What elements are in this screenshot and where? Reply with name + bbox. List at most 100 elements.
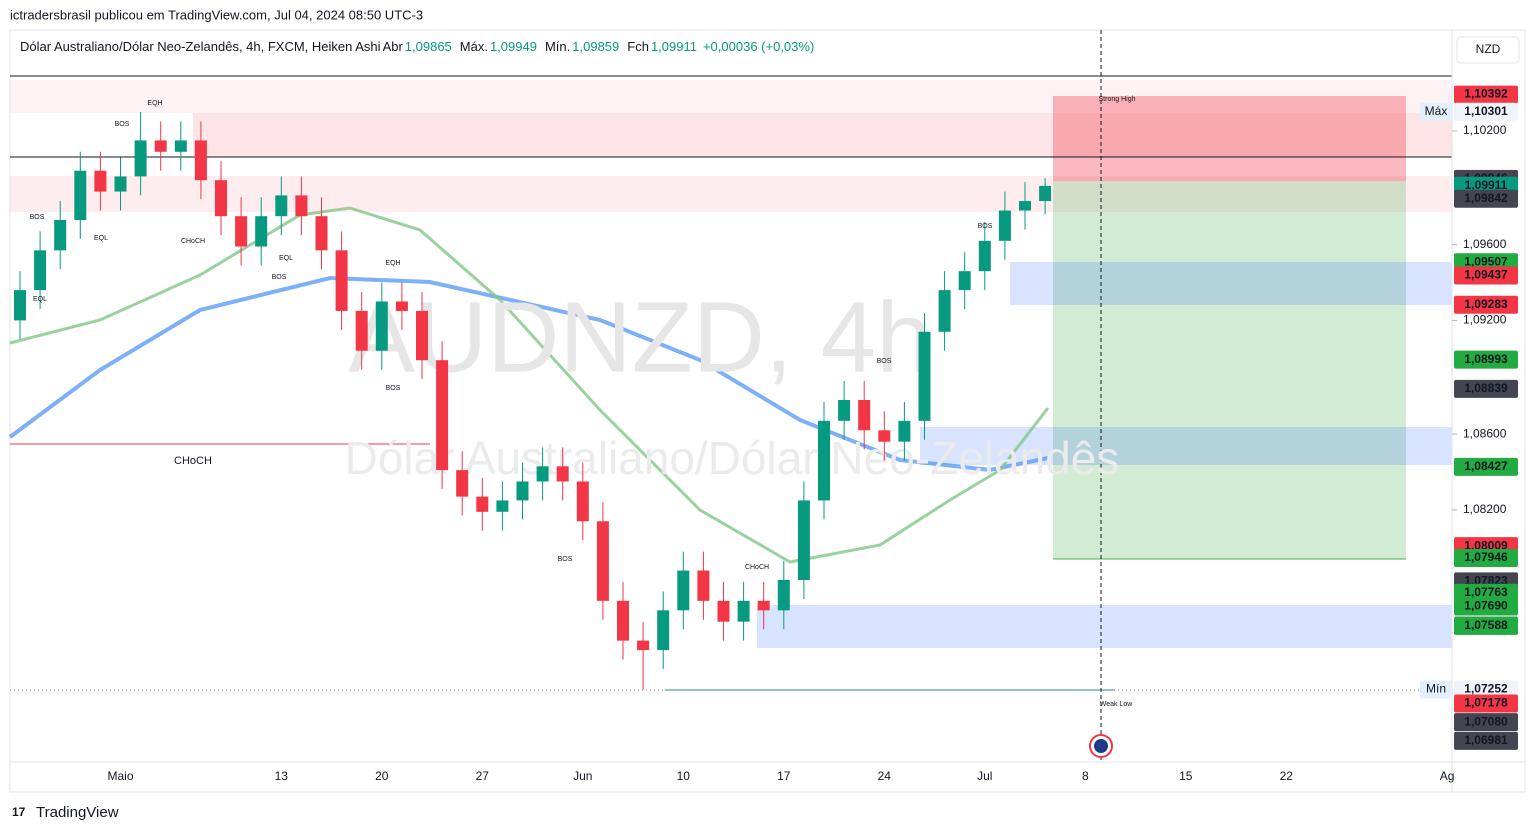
candle-body	[74, 170, 87, 220]
legend-high-label: Máx.	[460, 39, 488, 54]
extreme-box	[1420, 102, 1452, 121]
candle-body	[757, 600, 770, 611]
price-tag-label: 1,09437	[1464, 268, 1508, 282]
candle-body	[496, 500, 509, 512]
candle-body	[375, 301, 388, 351]
price-tag	[1454, 189, 1518, 208]
price-tag	[1454, 713, 1518, 732]
legend-low-label: Mín.	[545, 39, 570, 54]
y-tick-label: 1,09600	[1463, 237, 1507, 251]
price-tag	[1454, 457, 1518, 476]
x-tick-label: 17	[777, 769, 791, 783]
stop-zone	[1053, 96, 1406, 181]
candle-body	[14, 290, 26, 321]
candle-body	[1039, 185, 1052, 202]
candle-body	[194, 140, 207, 181]
price-tag-label: 1,08427	[1464, 459, 1508, 473]
price-tag	[1454, 350, 1518, 369]
x-tick-label: 20	[375, 769, 389, 783]
annotation: BOS	[978, 223, 993, 230]
price-tag	[1454, 583, 1518, 602]
candle-body	[677, 570, 690, 611]
price-tag	[1454, 379, 1518, 398]
plot: Maio 13 20 27 Jun 10 17 24 Jul 8 15 22 Ag 1,10200 1,09…	[14, 85, 1518, 783]
candle-body	[797, 500, 810, 580]
currency[interactable]: NZD	[1476, 42, 1501, 56]
annotation: EQL	[94, 235, 108, 242]
candle-body	[938, 290, 951, 332]
price-tag	[1454, 266, 1518, 285]
candle-body	[717, 600, 730, 622]
annotation: CHoCH	[745, 564, 769, 571]
x-tick-label: 24	[878, 769, 892, 783]
price-tag-label: 1,07080	[1464, 714, 1508, 728]
price-tag-label: 1,09911	[1465, 178, 1508, 192]
candle-body	[134, 140, 147, 177]
candle-body	[878, 430, 891, 442]
candle-body	[456, 470, 469, 497]
price-tag-label: 1,07178	[1464, 696, 1508, 710]
x-tick-label: 15	[1179, 769, 1193, 783]
target-zone	[1053, 181, 1406, 559]
legend-open-label: Abr	[383, 39, 404, 54]
zone	[10, 80, 1452, 113]
zone	[757, 605, 1452, 648]
y-tick-label: 1,08600	[1463, 426, 1507, 440]
candle-body	[335, 250, 348, 311]
annotation: CHoCH	[181, 238, 205, 245]
legend-close: 1,09911	[651, 39, 697, 54]
price-tag-label: 1,07763	[1464, 585, 1508, 599]
zone	[10, 176, 1452, 212]
legend-high: 1,09949	[490, 39, 537, 54]
legend-symbol: Dólar Australiano/Dólar Neo-Zelandês, 4h…	[20, 39, 381, 54]
candle-body	[576, 481, 589, 522]
candle-body	[1019, 201, 1031, 211]
candle-body	[838, 400, 851, 421]
annotation: BOS	[558, 556, 573, 563]
x-tick-label: 8	[1082, 769, 1089, 783]
annotation: BOS	[115, 121, 130, 128]
price-tag-label: 1,07588	[1464, 618, 1508, 632]
logo: 17	[12, 805, 26, 819]
x-tick-label: 27	[476, 769, 490, 783]
candle-body	[295, 195, 308, 217]
extreme-box	[1420, 680, 1452, 699]
candle-body	[34, 250, 47, 291]
price-tag-label: 1,08009	[1464, 538, 1508, 552]
price-tag	[1454, 694, 1518, 713]
price-tag-label: 1,07252	[1464, 682, 1508, 696]
price-tag	[1454, 680, 1518, 699]
legend-close-label: Fch	[627, 39, 649, 54]
candle-body	[174, 140, 187, 152]
annotation: Weak Low	[1100, 701, 1133, 708]
candle-body	[215, 180, 227, 217]
candle-body	[898, 420, 911, 442]
y-tick-label: 1,09200	[1463, 313, 1507, 327]
price-tag-label: 1,07690	[1464, 599, 1508, 613]
symbol-legend: Dólar Australiano/Dólar Neo-Zelandês, 4h…	[20, 39, 814, 54]
candle-body	[958, 271, 971, 291]
footer-brand: TradingView	[36, 804, 119, 821]
candle-body	[697, 570, 710, 601]
event-flag[interactable]	[1094, 739, 1108, 753]
price-tag-label: 1,09283	[1464, 297, 1508, 311]
candle-body	[476, 496, 489, 512]
candle-body	[536, 466, 549, 482]
x-tick-label: Jul	[977, 769, 992, 783]
moving-average	[8, 275, 1049, 473]
price-tag	[1454, 85, 1518, 104]
candle-body	[255, 216, 268, 247]
zone	[193, 113, 1452, 157]
annotation: CHoCH	[174, 455, 212, 467]
candle-body	[918, 331, 931, 421]
candle-body	[395, 301, 408, 311]
price-tag-label: 1,10392	[1464, 87, 1508, 101]
annotation: BOS	[30, 214, 45, 221]
price-tag-label: 1,09842	[1464, 191, 1508, 205]
x-tick-label: Ag	[1440, 769, 1455, 783]
annotation: BOS	[386, 385, 401, 392]
candle-body	[235, 216, 248, 247]
x-tick-label: 10	[677, 769, 691, 783]
currency-button[interactable]	[1456, 36, 1520, 64]
